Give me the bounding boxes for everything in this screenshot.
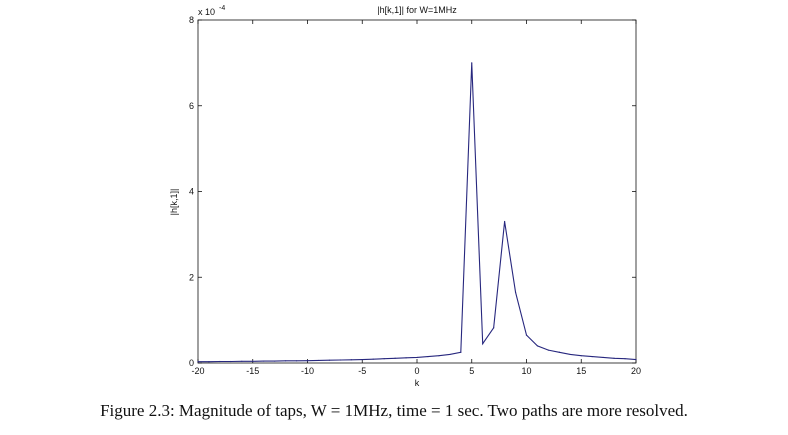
data-point bbox=[339, 359, 341, 361]
data-point bbox=[230, 360, 232, 363]
data-point bbox=[350, 359, 352, 361]
y-tick-label: 2 bbox=[189, 272, 194, 282]
data-point bbox=[536, 345, 539, 347]
y-tick-label: 8 bbox=[189, 15, 194, 25]
data-point bbox=[241, 360, 243, 362]
data-point bbox=[569, 353, 571, 356]
y-multiplier-exponent: -4 bbox=[219, 5, 225, 12]
data-point bbox=[613, 357, 615, 359]
y-tick-label: 6 bbox=[189, 101, 194, 111]
data-points bbox=[197, 62, 637, 363]
chart: -20 -15 -10 -5 0 5 10 15 20 0 2 4 6 8 |h[k,1]| for W… bbox=[169, 5, 641, 388]
x-tick-label: 5 bbox=[469, 366, 474, 376]
data-point bbox=[197, 361, 199, 363]
data-point bbox=[482, 343, 484, 345]
data-point bbox=[525, 334, 528, 336]
data-point bbox=[427, 355, 429, 358]
data-point bbox=[624, 358, 626, 360]
data-point bbox=[471, 62, 473, 64]
x-tick-label: 10 bbox=[521, 366, 531, 376]
data-point bbox=[328, 359, 330, 361]
data-point bbox=[383, 358, 385, 360]
data-point bbox=[493, 327, 495, 329]
x-tick-label: -5 bbox=[358, 366, 366, 376]
data-point bbox=[580, 355, 582, 357]
data-point bbox=[394, 357, 396, 359]
x-tick-label: 0 bbox=[414, 366, 419, 376]
data-point bbox=[558, 351, 560, 353]
data-point bbox=[449, 353, 451, 356]
x-tick-labels: -20 -15 -10 -5 0 5 10 15 20 bbox=[191, 366, 641, 376]
data-point bbox=[460, 351, 462, 353]
data-point bbox=[285, 360, 287, 362]
x-tick-label: -10 bbox=[301, 366, 314, 376]
x-tick-label: -20 bbox=[191, 366, 204, 376]
data-point bbox=[219, 360, 221, 363]
data-point bbox=[547, 349, 550, 351]
y-tick-labels: 0 2 4 6 8 bbox=[189, 15, 194, 368]
data-point bbox=[591, 355, 593, 358]
data-point bbox=[514, 291, 517, 293]
data-point bbox=[274, 360, 276, 362]
data-point bbox=[295, 360, 298, 362]
data-point bbox=[504, 220, 506, 223]
data-point bbox=[405, 357, 407, 359]
data-point bbox=[635, 358, 637, 361]
y-tick-label: 0 bbox=[189, 358, 194, 368]
figure-caption: Figure 2.3: Magnitude of taps, W = 1MHz,… bbox=[100, 401, 688, 420]
data-point bbox=[602, 356, 604, 359]
data-point bbox=[263, 360, 265, 362]
data-point bbox=[372, 358, 374, 360]
y-multiplier-label: x 10 bbox=[198, 7, 215, 17]
data-point bbox=[317, 359, 320, 362]
data-point bbox=[252, 360, 254, 362]
data-point bbox=[438, 355, 440, 357]
x-tick-label: 20 bbox=[631, 366, 641, 376]
x-tick-label: 15 bbox=[576, 366, 586, 376]
plot-frame bbox=[197, 19, 637, 364]
x-axis-label: k bbox=[415, 378, 420, 388]
y-axis-label: |h[k,1]| bbox=[169, 189, 179, 216]
tick-marks bbox=[197, 19, 637, 364]
y-tick-label: 4 bbox=[189, 187, 194, 197]
data-point bbox=[361, 358, 363, 361]
data-point bbox=[416, 356, 418, 359]
chart-title: |h[k,1]| for W=1MHz bbox=[377, 5, 457, 15]
x-tick-label: -15 bbox=[246, 366, 259, 376]
data-point bbox=[208, 361, 210, 363]
data-point bbox=[306, 360, 309, 362]
